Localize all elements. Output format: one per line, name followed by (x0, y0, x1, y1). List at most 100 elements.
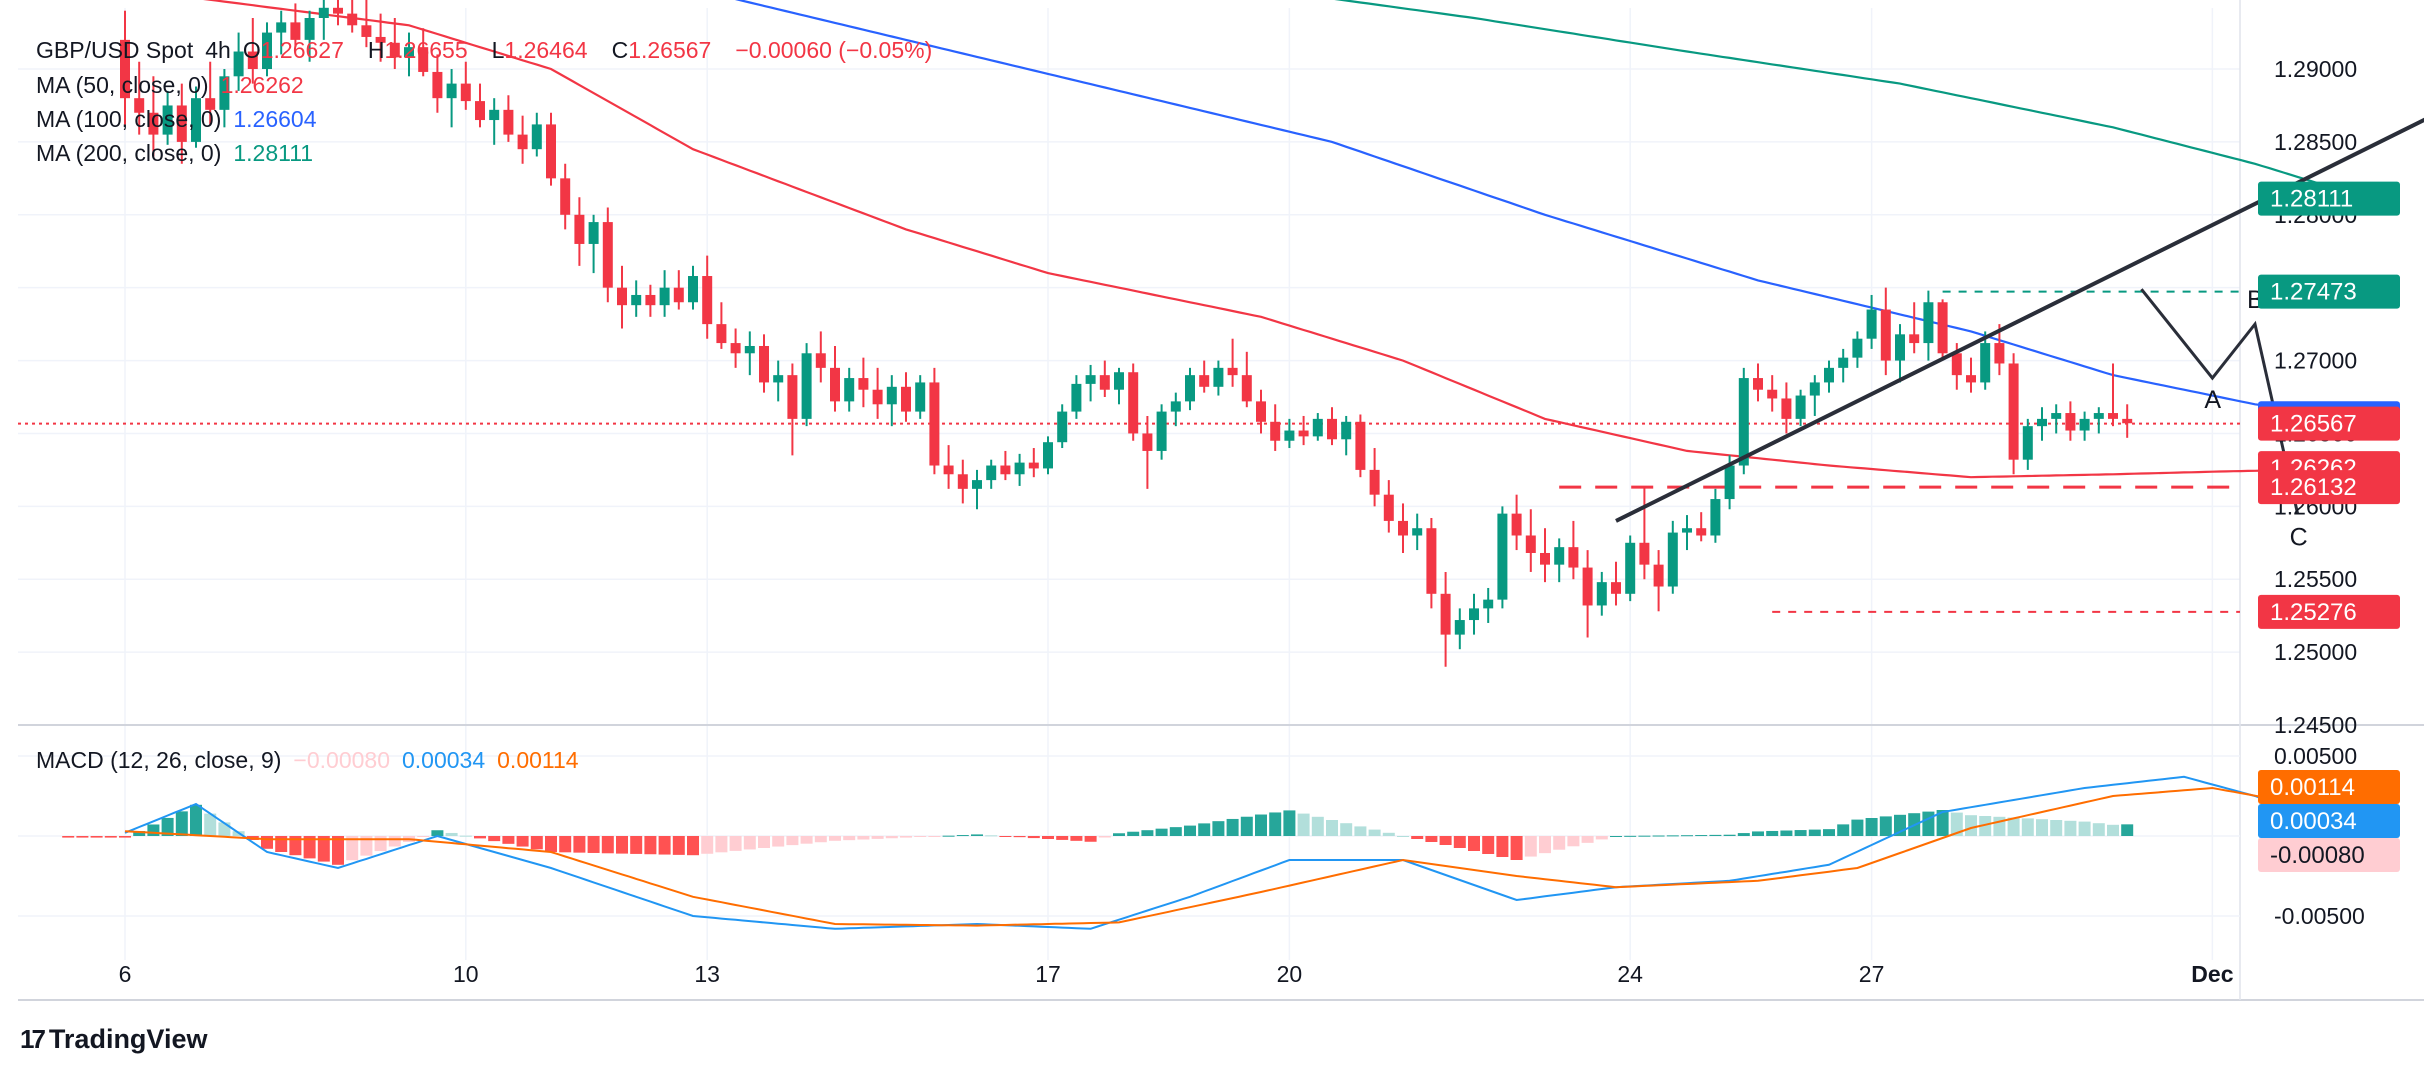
candle-body (1568, 547, 1579, 568)
candle-body (1795, 395, 1806, 419)
candle-body (1398, 520, 1408, 536)
candle-body (418, 47, 429, 72)
macd-histogram-bar (1311, 816, 1324, 836)
macd-histogram-bar (1439, 836, 1452, 845)
macd-histogram-bar (701, 836, 714, 854)
candle-body (1682, 528, 1692, 533)
macd-histogram-bar (1865, 818, 1878, 836)
open-value: 1.26627 (260, 37, 344, 63)
candle-body (886, 386, 897, 405)
candle-body (432, 71, 443, 99)
macd-histogram-bar (1723, 834, 1736, 836)
candle-body (546, 124, 556, 179)
ma50-legend[interactable]: MA (50, close, 0) 1.26262 (36, 68, 316, 102)
macd-tick-label: -0.00500 (2274, 903, 2365, 929)
price-label-box (2258, 274, 2400, 309)
macd-line (124, 775, 2369, 930)
macd-histogram-bar (104, 836, 117, 838)
macd-histogram-bar (1127, 831, 1140, 836)
macd-histogram-bar (1823, 829, 1835, 836)
candle-body (1611, 582, 1621, 594)
macd-histogram-bar (488, 836, 501, 842)
macd-histogram-bar (1666, 835, 1679, 837)
macd-histogram-bar (2107, 824, 2119, 836)
price-label-box (2258, 470, 2400, 505)
macd-value-box (2258, 838, 2400, 872)
macd-histogram-bar (474, 836, 486, 839)
candle-body (1937, 302, 1948, 354)
macd-histogram-bar (1354, 826, 1367, 836)
macd-hist-value: −0.00080 (293, 747, 390, 773)
candle-body (517, 134, 528, 150)
macd-value-text: -0.00080 (2270, 842, 2365, 869)
macd-histogram-bar (1681, 835, 1693, 837)
macd-histogram-bar (672, 836, 685, 855)
candle-body (574, 214, 585, 244)
macd-histogram-bar (1184, 825, 1196, 836)
candle-body (1994, 343, 2005, 364)
time-tick-label: 6 (119, 961, 132, 987)
pattern-label-C: C (2290, 524, 2308, 552)
ma200-legend[interactable]: MA (200, close, 0) 1.28111 (36, 136, 325, 170)
macd-histogram-bar (90, 836, 103, 838)
macd-histogram-bar (601, 836, 614, 854)
macd-histogram-bar (758, 836, 770, 848)
macd-value-box (2258, 804, 2400, 838)
candle-body (1156, 411, 1167, 451)
close-value: 1.26567 (628, 37, 712, 63)
macd-histogram-bar (2121, 824, 2134, 836)
candle-body (1582, 567, 1593, 606)
macd-value-box (2258, 770, 2400, 804)
tradingview-logo[interactable]: 17 TradingView (20, 1024, 207, 1055)
candle-body (1738, 378, 1749, 466)
candle-body (475, 101, 485, 121)
macd-histogram-bar (687, 836, 699, 856)
time-tick-label: 17 (1035, 961, 1061, 987)
macd-histogram-bar (204, 813, 217, 836)
candle-body (2022, 426, 2033, 460)
candle-body (1923, 302, 1934, 344)
candle-body (1483, 599, 1494, 609)
macd-histogram-bar (1027, 836, 1040, 839)
macd-histogram-bar (1468, 836, 1480, 851)
candle-body (1511, 513, 1522, 536)
macd-histogram-bar (999, 836, 1012, 837)
candle-body (858, 378, 869, 390)
candle-body (233, 51, 244, 77)
macd-line-value: 0.00034 (402, 747, 486, 773)
candle-body (1767, 389, 1778, 399)
candle-body (1412, 528, 1423, 536)
macd-histogram-bar (147, 824, 160, 836)
macd-histogram-bar (1482, 836, 1495, 854)
macd-histogram-bar (417, 836, 430, 837)
macd-histogram-bar (985, 835, 998, 837)
macd-histogram-bar (1397, 836, 1409, 837)
macd-histogram-bar (1808, 829, 1821, 836)
macd-histogram-bar (1950, 812, 1963, 836)
candle-body (702, 276, 713, 325)
macd-histogram-bar (516, 836, 529, 847)
candle-body (389, 42, 400, 58)
macd-histogram-bar (559, 836, 572, 853)
macd-histogram-bar (1752, 831, 1764, 836)
macd-histogram-bar (1837, 824, 1850, 836)
candle-body (2065, 413, 2076, 431)
candle-body (1696, 528, 1707, 536)
price-label-box (2258, 406, 2400, 441)
macd-histogram-bar (971, 834, 983, 836)
price-label-box (2258, 594, 2400, 629)
macd-histogram-bar (2078, 821, 2091, 836)
candle-body (276, 22, 287, 33)
macd-histogram-bar (857, 836, 870, 840)
candle-body (1341, 421, 1352, 440)
change-value: −0.00060 (−0.05%) (735, 37, 933, 63)
candle-body (929, 382, 940, 466)
macd-histogram-bar (573, 836, 586, 853)
macd-legend[interactable]: MACD (12, 26, close, 9) −0.00080 0.00034 0.… (36, 743, 591, 777)
macd-histogram-bar (175, 811, 188, 836)
macd-value-text: 0.00034 (2270, 808, 2357, 835)
ma100-legend[interactable]: MA (100, close, 0) 1.26604 (36, 102, 329, 136)
